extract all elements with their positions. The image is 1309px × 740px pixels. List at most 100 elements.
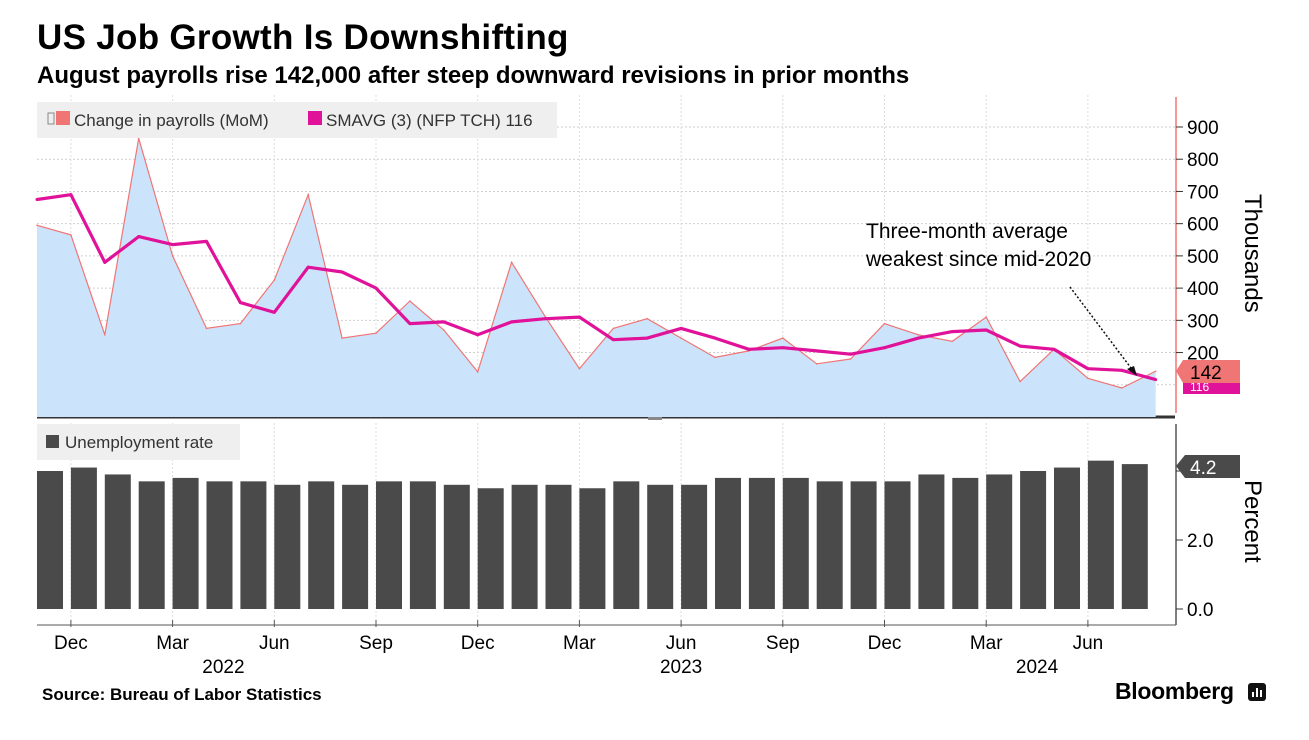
unemployment-bar [1054, 467, 1080, 609]
unemployment-bar [409, 481, 436, 609]
payrolls-point [409, 300, 411, 302]
payrolls-point [1019, 380, 1021, 383]
unemployment-bar [613, 481, 640, 609]
smavg-point [713, 336, 717, 340]
unemployment-bar [715, 477, 741, 609]
payrolls-point [307, 193, 310, 196]
unemployment-bar [884, 481, 911, 609]
payrolls-point [375, 332, 377, 335]
legend-swatch-unemployment [46, 435, 59, 448]
legend-swatch-payrolls [56, 111, 70, 125]
y-tick-label-bottom: 0.0 [1187, 600, 1213, 621]
smavg-point [137, 235, 141, 239]
smavg-point [205, 239, 208, 243]
x-tick-label: Mar [563, 633, 596, 654]
unemployment-value-box [1176, 455, 1240, 478]
payrolls-point [883, 322, 886, 325]
smavg-point [577, 315, 581, 319]
x-tick-label: Dec [868, 633, 902, 654]
smavg-point [272, 310, 276, 314]
smavg-point [1086, 367, 1090, 371]
unemployment-bar [545, 484, 572, 609]
smavg-point [374, 286, 378, 290]
legend-bottom-bg [37, 424, 240, 460]
unemployment-bar [104, 474, 131, 609]
smavg-value-label: 116 [1190, 380, 1209, 394]
smavg-point [35, 198, 39, 201]
legend-label-smavg: SMAVG (3) (NFP TCH) 116 [326, 111, 533, 130]
smavg-point [408, 322, 412, 326]
payrolls-point [1121, 387, 1123, 389]
payrolls-point [104, 334, 106, 336]
smavg-point [781, 346, 785, 350]
unemployment-bar [477, 488, 504, 609]
x-year-label: 2024 [1016, 657, 1059, 678]
payrolls-point [815, 363, 818, 365]
legend-top-bg [37, 102, 557, 138]
unemployment-bar [70, 467, 97, 609]
bloomberg-terminal-icon [1248, 683, 1266, 701]
smavg-point [306, 265, 310, 269]
unemployment-bar [240, 481, 267, 609]
smavg-point [476, 333, 480, 337]
x-tick-label: Sep [766, 633, 800, 654]
smavg-point [238, 301, 242, 305]
y-tick-label-top: 500 [1187, 247, 1219, 268]
payrolls-point [205, 327, 208, 330]
unemployment-bar [172, 477, 199, 609]
unemployment-bar [342, 484, 369, 609]
smavg-point [984, 328, 988, 332]
payrolls-point [443, 329, 445, 331]
x-tick-label: Jun [1073, 633, 1104, 654]
payrolls-point [510, 261, 513, 264]
unemployment-value-label: 4.2 [1190, 458, 1216, 479]
unemployment-bar [952, 477, 979, 609]
payrolls-value-box [1176, 360, 1240, 383]
x-year-label: 2023 [660, 657, 702, 678]
unemployment-bar [647, 484, 674, 609]
unemployment-bar [579, 488, 606, 609]
smavg-point [679, 326, 683, 330]
smavg-point [950, 330, 954, 334]
unemployment-bar [376, 481, 402, 609]
legend-label-unemployment: Unemployment rate [65, 433, 213, 452]
annotation-line-2: weakest since mid-2020 [865, 248, 1091, 271]
chart-title: US Job Growth Is Downshifting [37, 18, 569, 57]
smavg-point [171, 243, 175, 247]
source-note: Source: Bureau of Labor Statistics [42, 685, 322, 704]
unemployment-bar [986, 474, 1013, 609]
smavg-point [442, 320, 446, 324]
smavg-point [747, 347, 751, 351]
x-tick-label: Jun [666, 633, 697, 654]
y-tick-label-top: 900 [1187, 118, 1219, 139]
y-tick-label-top: 800 [1187, 150, 1219, 171]
unemployment-bar [1087, 460, 1114, 609]
unemployment-bar [37, 471, 63, 609]
payrolls-area [37, 138, 1156, 418]
x-tick-label: Mar [970, 633, 1003, 654]
payrolls-point [714, 356, 716, 359]
y-tick-label-top: 400 [1187, 279, 1219, 300]
unemployment-bar [850, 481, 877, 609]
annotation-arrow [1069, 286, 1135, 373]
smavg-point [815, 349, 819, 353]
payrolls-point [171, 255, 174, 257]
brand-logo: Bloomberg [1115, 678, 1234, 704]
legend-grip-icon [47, 112, 55, 125]
x-year-label: 2022 [202, 657, 244, 678]
unemployment-bar [681, 484, 708, 609]
x-tick-label: Sep [359, 633, 393, 654]
unemployment-bar [206, 481, 233, 609]
x-tick-label: Dec [461, 633, 495, 654]
payrolls-point [476, 371, 479, 373]
annotation-line-1: Three-month average [866, 220, 1068, 243]
unemployment-bar [274, 484, 301, 609]
payrolls-point [1087, 377, 1089, 380]
unemployment-bar [443, 484, 470, 609]
payrolls-point [578, 367, 581, 370]
smavg-value-box [1183, 383, 1240, 394]
payrolls-point [917, 334, 920, 336]
payrolls-point [680, 337, 682, 339]
smavg-point [1052, 347, 1056, 351]
